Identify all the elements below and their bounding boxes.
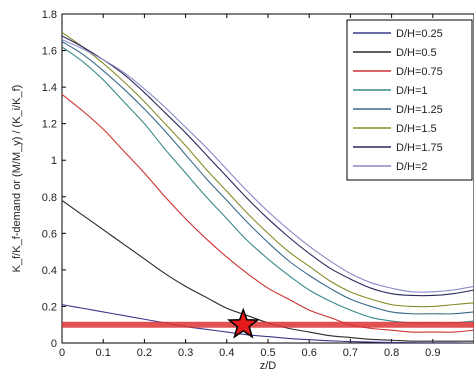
legend-label: D/H=0.25 <box>396 28 443 40</box>
x-tick-label: 0.8 <box>384 347 399 359</box>
legend-label: D/H=1.25 <box>396 104 443 116</box>
y-tick-label: 0.2 <box>42 301 57 313</box>
y-tick-label: 1.6 <box>42 46 57 58</box>
x-tick-label: 0.4 <box>219 347 234 359</box>
y-tick-label: 0.8 <box>42 192 57 204</box>
y-axis-label: K_f/K_f-demand or (M/M_y) / (K_i/K_f) <box>11 85 23 273</box>
series-line-d-h-1-25 <box>62 40 474 315</box>
legend: D/H=0.25 D/H=0.5 D/H=0.75 D/H=1 D/H=1.25 D/H=… <box>346 19 473 181</box>
x-tick-label: 0.7 <box>343 347 358 359</box>
legend-label: D/H=0.5 <box>396 47 437 59</box>
x-tick-label: 0.5 <box>260 347 275 359</box>
y-tick-label: 1.4 <box>42 82 57 94</box>
plot-area: 0 0.1 0.2 0.3 0.4 0.5 0.6 0.7 0.8 0.9 0 0.2 0.4 0.6 0.… <box>11 9 474 372</box>
series-line-d-h-0-75 <box>62 93 474 333</box>
series-line-d-h-0-25 <box>62 304 474 343</box>
x-tick-label: 0.6 <box>302 347 317 359</box>
legend-label: D/H=1.75 <box>396 142 443 154</box>
y-tick-label: 0.4 <box>42 265 57 277</box>
legend-label: D/H=1.5 <box>396 123 437 135</box>
series-line-d-h-2 <box>62 39 474 293</box>
series-line-d-h-1-75 <box>62 35 474 297</box>
series-line-d-h-1-5 <box>62 31 474 308</box>
legend-label: D/H=1 <box>396 85 428 97</box>
y-tick-label: 1 <box>51 155 57 167</box>
y-tick-label: 0 <box>51 338 57 350</box>
x-tick-label: 0.3 <box>178 347 193 359</box>
x-tick-label: 0 <box>59 347 65 359</box>
y-tick-label: 0.6 <box>42 228 57 240</box>
y-tick-label: 1.2 <box>42 119 57 131</box>
legend-label: D/H=2 <box>396 161 428 173</box>
x-tick-label: 0.2 <box>137 347 152 359</box>
y-tick-label: 1.8 <box>42 9 57 21</box>
star-marker <box>226 307 260 339</box>
x-axis-label: z/D <box>260 360 277 372</box>
legend-box <box>346 19 473 181</box>
x-tick-label: 0.9 <box>425 347 440 359</box>
legend-label: D/H=0.75 <box>396 66 443 78</box>
x-tick-label: 0.1 <box>96 347 111 359</box>
